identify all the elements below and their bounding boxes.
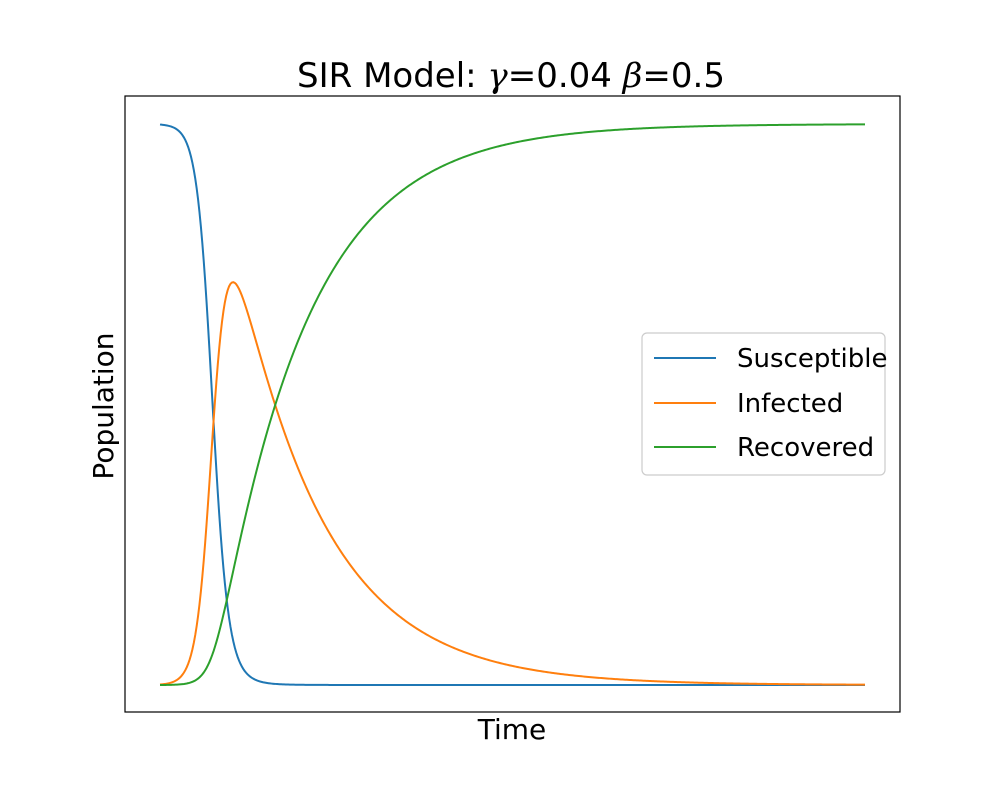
legend-box xyxy=(641,332,886,476)
series-line-recovered xyxy=(159,123,866,686)
legend-label-recovered: Recovered xyxy=(737,433,874,463)
series-group xyxy=(159,123,866,686)
title-prefix: SIR Model: xyxy=(297,56,487,96)
title-gamma-value: =0.04 xyxy=(508,56,623,96)
series-line-susceptible xyxy=(159,123,865,686)
title-beta-value: =0.5 xyxy=(642,56,725,96)
title-gamma-symbol: γ xyxy=(487,56,508,96)
series-line-infected xyxy=(159,281,865,686)
legend-label-infected: Infected xyxy=(737,389,843,419)
chart-title: SIR Model: γ=0.04 β=0.5 xyxy=(297,56,725,96)
title-beta-symbol: β xyxy=(621,56,643,96)
x-axis-label: Time xyxy=(477,713,547,746)
legend: Susceptible Infected Recovered xyxy=(641,332,887,476)
legend-label-susceptible: Susceptible xyxy=(737,344,887,374)
plot-frame xyxy=(124,95,901,713)
y-axis-label: Population xyxy=(87,332,120,479)
